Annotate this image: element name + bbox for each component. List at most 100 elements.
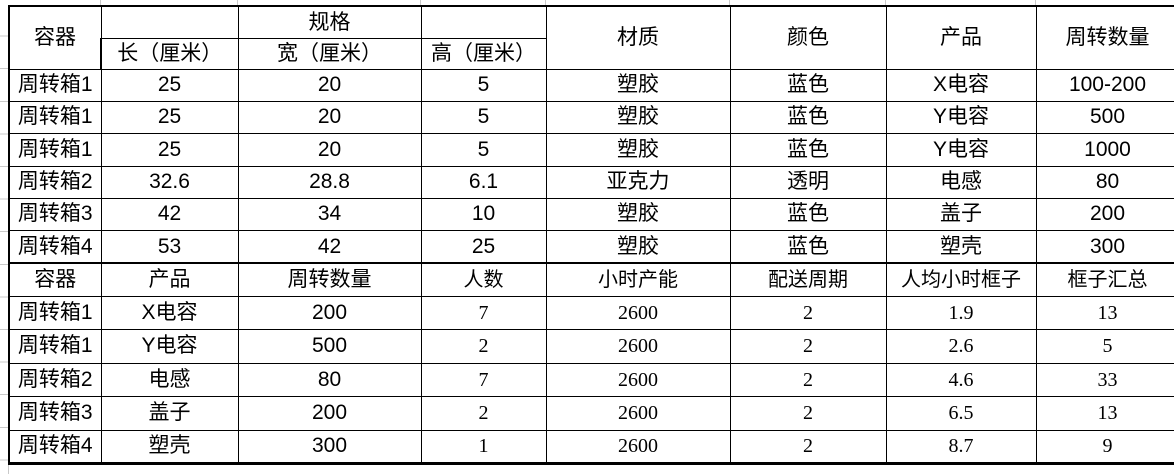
- header-cell-people[interactable]: 人数: [420, 262, 547, 297]
- cell[interactable]: 300: [237, 429, 422, 465]
- cell[interactable]: 7: [420, 295, 547, 330]
- cell[interactable]: 塑胶: [545, 197, 731, 231]
- cell[interactable]: 200: [1035, 197, 1174, 231]
- cell[interactable]: 5: [420, 100, 547, 134]
- cell[interactable]: 蓝色: [729, 68, 887, 102]
- header-cell-frames-per-person-hour[interactable]: 人均小时框子: [885, 262, 1037, 297]
- cell[interactable]: 塑胶: [545, 100, 731, 134]
- header-cell-hourly-capacity[interactable]: 小时产能: [545, 262, 731, 297]
- cell[interactable]: 1000: [1035, 132, 1174, 167]
- cell[interactable]: 电感: [885, 165, 1037, 199]
- cell[interactable]: 20: [237, 68, 422, 102]
- cell[interactable]: 10: [420, 197, 547, 231]
- cell[interactable]: 9: [1035, 429, 1174, 465]
- cell[interactable]: 蓝色: [729, 100, 887, 134]
- cell[interactable]: 500: [237, 328, 422, 364]
- cell[interactable]: 周转箱4: [8, 229, 102, 264]
- cell[interactable]: 200: [237, 295, 422, 330]
- cell[interactable]: 32.6: [100, 165, 239, 199]
- cell[interactable]: 42: [237, 229, 422, 264]
- header-cell-turnover[interactable]: 周转数量: [237, 262, 422, 297]
- header-cell-material[interactable]: 材质: [545, 5, 731, 70]
- cell[interactable]: 周转箱1: [8, 295, 102, 330]
- cell[interactable]: 25: [100, 68, 239, 102]
- cell[interactable]: 25: [100, 100, 239, 134]
- cell[interactable]: 周转箱3: [8, 197, 102, 231]
- cell[interactable]: 200: [237, 395, 422, 431]
- cell[interactable]: 5: [420, 68, 547, 102]
- header-cell-spec-group[interactable]: 规格: [237, 5, 422, 39]
- cell[interactable]: 2600: [545, 328, 731, 364]
- cell[interactable]: 2: [729, 429, 887, 465]
- cell[interactable]: 4.6: [885, 362, 1037, 397]
- cell[interactable]: 2600: [545, 295, 731, 330]
- cell[interactable]: 电感: [100, 362, 239, 397]
- cell[interactable]: 周转箱4: [8, 429, 102, 465]
- cell[interactable]: Y电容: [885, 132, 1037, 167]
- cell[interactable]: 盖子: [885, 197, 1037, 231]
- cell[interactable]: 8.7: [885, 429, 1037, 465]
- cell[interactable]: 2: [420, 328, 547, 364]
- cell[interactable]: 塑胶: [545, 68, 731, 102]
- cell[interactable]: 80: [1035, 165, 1174, 199]
- cell[interactable]: 53: [100, 229, 239, 264]
- header-cell-product[interactable]: 产品: [100, 262, 239, 297]
- header-cell-length[interactable]: 长（厘米）: [100, 37, 239, 70]
- cell[interactable]: 13: [1035, 295, 1174, 330]
- cell[interactable]: 6.5: [885, 395, 1037, 431]
- cell[interactable]: 盖子: [100, 395, 239, 431]
- cell[interactable]: 34: [237, 197, 422, 231]
- header-cell-container[interactable]: 容器: [8, 5, 102, 70]
- header-cell-container[interactable]: 容器: [8, 262, 102, 297]
- cell[interactable]: 透明: [729, 165, 887, 199]
- header-cell-height[interactable]: 高（厘米）: [420, 37, 547, 70]
- cell[interactable]: 塑壳: [100, 429, 239, 465]
- cell[interactable]: 周转箱1: [8, 132, 102, 167]
- cell[interactable]: 6.1: [420, 165, 547, 199]
- cell[interactable]: 300: [1035, 229, 1174, 264]
- cell[interactable]: 7: [420, 362, 547, 397]
- cell[interactable]: 13: [1035, 395, 1174, 431]
- cell[interactable]: 1.9: [885, 295, 1037, 330]
- cell[interactable]: Y电容: [100, 328, 239, 364]
- cell[interactable]: 蓝色: [729, 229, 887, 264]
- cell[interactable]: 2.6: [885, 328, 1037, 364]
- cell[interactable]: 蓝色: [729, 197, 887, 231]
- header-cell-turnover[interactable]: 周转数量: [1035, 5, 1174, 70]
- header-cell-frames-total[interactable]: 框子汇总: [1035, 262, 1174, 297]
- cell[interactable]: X电容: [885, 68, 1037, 102]
- cell[interactable]: 亚克力: [545, 165, 731, 199]
- cell[interactable]: 蓝色: [729, 132, 887, 167]
- cell[interactable]: 周转箱3: [8, 395, 102, 431]
- cell[interactable]: 周转箱1: [8, 100, 102, 134]
- cell[interactable]: 2600: [545, 429, 731, 465]
- header-cell-empty[interactable]: [100, 5, 239, 39]
- header-cell-product[interactable]: 产品: [885, 5, 1037, 70]
- cell[interactable]: Y电容: [885, 100, 1037, 134]
- header-cell-color[interactable]: 颜色: [729, 5, 887, 70]
- cell[interactable]: 塑胶: [545, 229, 731, 264]
- cell[interactable]: 2: [729, 362, 887, 397]
- cell[interactable]: 25: [420, 229, 547, 264]
- cell[interactable]: 5: [420, 132, 547, 167]
- cell[interactable]: 周转箱1: [8, 68, 102, 102]
- cell[interactable]: 33: [1035, 362, 1174, 397]
- cell[interactable]: 100-200: [1035, 68, 1174, 102]
- cell[interactable]: 塑壳: [885, 229, 1037, 264]
- cell[interactable]: 500: [1035, 100, 1174, 134]
- header-cell-delivery-cycle[interactable]: 配送周期: [729, 262, 887, 297]
- cell[interactable]: 42: [100, 197, 239, 231]
- cell[interactable]: 2: [420, 395, 547, 431]
- cell[interactable]: 2600: [545, 395, 731, 431]
- cell[interactable]: 28.8: [237, 165, 422, 199]
- cell[interactable]: 20: [237, 132, 422, 167]
- header-cell-width[interactable]: 宽（厘米）: [237, 37, 422, 70]
- cell[interactable]: 2600: [545, 362, 731, 397]
- cell[interactable]: 周转箱2: [8, 165, 102, 199]
- cell[interactable]: 80: [237, 362, 422, 397]
- cell[interactable]: X电容: [100, 295, 239, 330]
- cell[interactable]: 25: [100, 132, 239, 167]
- header-cell-empty[interactable]: [420, 5, 547, 39]
- cell[interactable]: 周转箱2: [8, 362, 102, 397]
- cell[interactable]: 周转箱1: [8, 328, 102, 364]
